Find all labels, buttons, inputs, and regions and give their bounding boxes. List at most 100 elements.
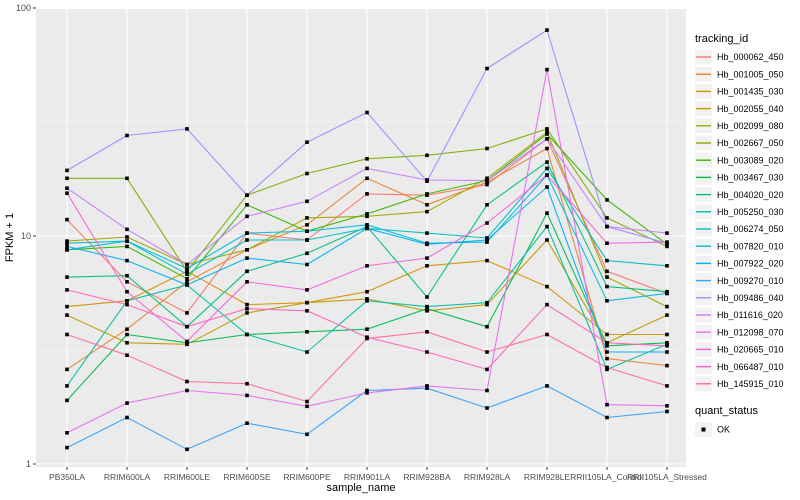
data-point — [365, 226, 369, 231]
data-point — [245, 280, 249, 284]
data-points — [65, 28, 669, 452]
legend-item-label: Hb_020665_010 — [717, 345, 784, 355]
data-point — [305, 330, 309, 334]
data-point — [65, 186, 69, 190]
data-point — [305, 288, 309, 292]
data-point — [305, 432, 309, 437]
data-point — [245, 214, 249, 219]
data-point — [545, 160, 549, 164]
data-point — [665, 264, 669, 268]
data-point — [425, 295, 429, 299]
legend-item-label: Hb_000062_450 — [717, 52, 784, 62]
data-point — [245, 306, 249, 311]
data-point — [185, 262, 189, 267]
x-tick-label: RRII105LA_Control — [570, 472, 644, 482]
x-tick-label: RRIM928LE — [524, 472, 571, 482]
data-point — [545, 127, 549, 131]
data-point — [425, 306, 429, 311]
data-point — [605, 350, 609, 354]
legend-item-label: Hb_001005_050 — [717, 69, 784, 79]
data-point — [485, 300, 489, 305]
legend-item-label: Hb_007820_010 — [717, 241, 784, 251]
data-point — [605, 356, 609, 361]
legend-item: Hb_001435_030 — [695, 83, 784, 99]
x-tick-label: RRII105LA_Stressed — [627, 472, 707, 482]
data-point — [425, 386, 429, 390]
data-point — [485, 203, 489, 207]
data-point — [65, 304, 69, 309]
data-point — [305, 238, 309, 242]
x-tick-label: PB350LA — [49, 472, 85, 482]
data-point — [185, 283, 189, 287]
data-point — [185, 388, 189, 393]
y-tick-label: 1 — [26, 459, 31, 469]
data-point — [125, 353, 129, 357]
data-point — [365, 157, 369, 161]
data-point — [305, 404, 309, 409]
data-point — [425, 350, 429, 354]
data-point — [485, 406, 489, 410]
data-point — [65, 241, 69, 245]
legend-item: Hb_011616_020 — [695, 307, 783, 323]
data-point — [185, 447, 189, 452]
data-point — [185, 276, 189, 281]
legend-item: Hb_005250_030 — [695, 204, 784, 220]
data-point — [125, 258, 129, 263]
data-point — [185, 272, 189, 276]
legend-item-label: Hb_006274_050 — [717, 224, 784, 234]
data-point — [425, 153, 429, 158]
data-point — [185, 311, 189, 315]
legend-item: Hb_007922_020 — [695, 255, 784, 271]
data-point — [65, 168, 69, 173]
data-point — [425, 231, 429, 235]
y-axis-title: FPKM + 1 — [4, 213, 16, 262]
data-point — [305, 223, 309, 227]
data-point — [365, 327, 369, 331]
data-point — [365, 264, 369, 268]
legend-title-tracking-id: tracking_id — [695, 33, 748, 45]
data-point — [125, 341, 129, 345]
data-point — [485, 367, 489, 372]
data-point — [425, 242, 429, 247]
data-point — [305, 399, 309, 404]
data-point — [125, 327, 129, 331]
legend-item-label: Hb_009270_010 — [717, 276, 784, 286]
data-point — [365, 391, 369, 395]
data-point — [665, 404, 669, 408]
data-point — [65, 313, 69, 317]
axes: 1 10 100 PB350LA RRIM600LA RRIM600LE RRIM600SE… — [4, 3, 707, 494]
data-point — [305, 140, 309, 144]
data-point — [605, 299, 609, 303]
data-point — [125, 227, 129, 232]
data-point — [485, 240, 489, 244]
quant-status-ok-marker — [701, 427, 706, 432]
data-point — [185, 339, 189, 344]
x-tick-label: RRIM901LA — [344, 472, 391, 482]
data-point — [545, 284, 549, 289]
x-tick-label: RRIM928LA — [464, 472, 511, 482]
data-point — [485, 238, 489, 242]
data-point — [425, 256, 429, 260]
data-point — [605, 275, 609, 279]
data-point — [485, 350, 489, 354]
data-point — [245, 248, 249, 252]
data-point — [545, 146, 549, 151]
x-tick-label: RRIM600LE — [164, 472, 211, 482]
data-point — [665, 344, 669, 348]
data-point — [125, 176, 129, 181]
data-point — [605, 258, 609, 263]
x-tick-label: RRIM928BA — [403, 472, 451, 482]
data-point — [545, 137, 549, 141]
data-point — [245, 393, 249, 398]
data-point — [65, 176, 69, 181]
data-point — [545, 67, 549, 72]
data-point — [485, 221, 489, 225]
data-point — [245, 269, 249, 274]
data-point — [305, 251, 309, 256]
data-point — [185, 324, 189, 329]
data-point — [365, 336, 369, 341]
data-point — [545, 28, 549, 32]
data-point — [365, 299, 369, 303]
data-point — [65, 239, 69, 243]
legend-item-label: Hb_066487_010 — [717, 362, 784, 372]
